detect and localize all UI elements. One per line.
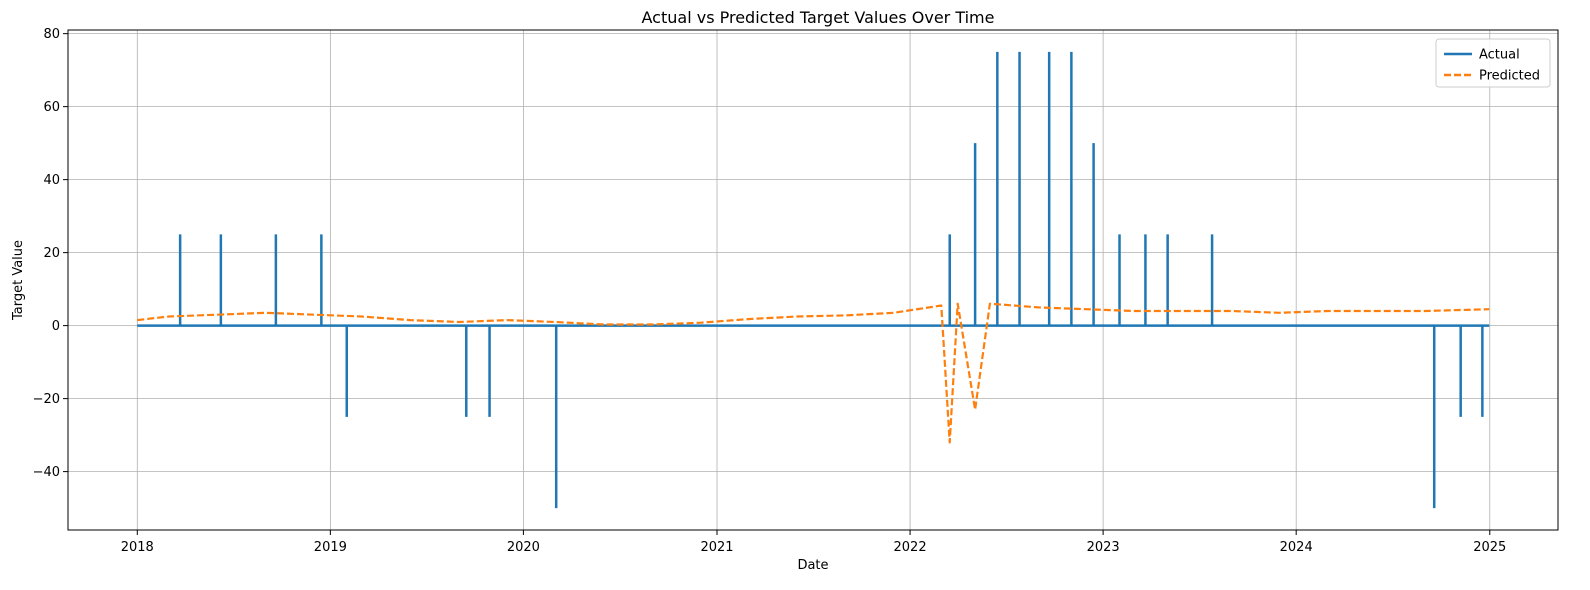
x-tick-label: 2022 — [894, 540, 927, 555]
ticks: 2018 2019 2020 2021 2022 2023 2024 2025 −40 −20 0 2… — [33, 27, 1507, 555]
y-tick-label: 60 — [43, 100, 60, 115]
x-tick-label: 2019 — [314, 540, 347, 555]
y-tick-label: −20 — [33, 392, 60, 407]
series-layer — [137, 51, 1490, 509]
legend-label: Predicted — [1479, 69, 1540, 84]
x-tick-label: 2023 — [1087, 540, 1120, 555]
legend: Actual Predicted — [1435, 38, 1551, 88]
y-axis-title: Target Value — [11, 240, 26, 321]
x-tick-label: 2020 — [507, 540, 540, 555]
y-tick-label: −40 — [33, 465, 60, 480]
predicted-line — [137, 302, 1490, 444]
plot-frame — [67, 29, 1559, 531]
x-tick-label: 2018 — [121, 540, 154, 555]
legend-label: Actual — [1479, 48, 1520, 63]
y-tick-label: 0 — [52, 319, 60, 334]
y-tick-label: 40 — [43, 173, 60, 188]
x-tick-label: 2024 — [1280, 540, 1313, 555]
x-axis-title: Date — [797, 558, 828, 573]
grid — [68, 30, 1558, 530]
chart-title: Actual vs Predicted Target Values Over T… — [642, 8, 995, 27]
x-tick-label: 2025 — [1473, 540, 1506, 555]
y-tick-label: 80 — [43, 27, 60, 42]
y-tick-label: 20 — [43, 246, 60, 261]
x-tick-label: 2021 — [700, 540, 733, 555]
